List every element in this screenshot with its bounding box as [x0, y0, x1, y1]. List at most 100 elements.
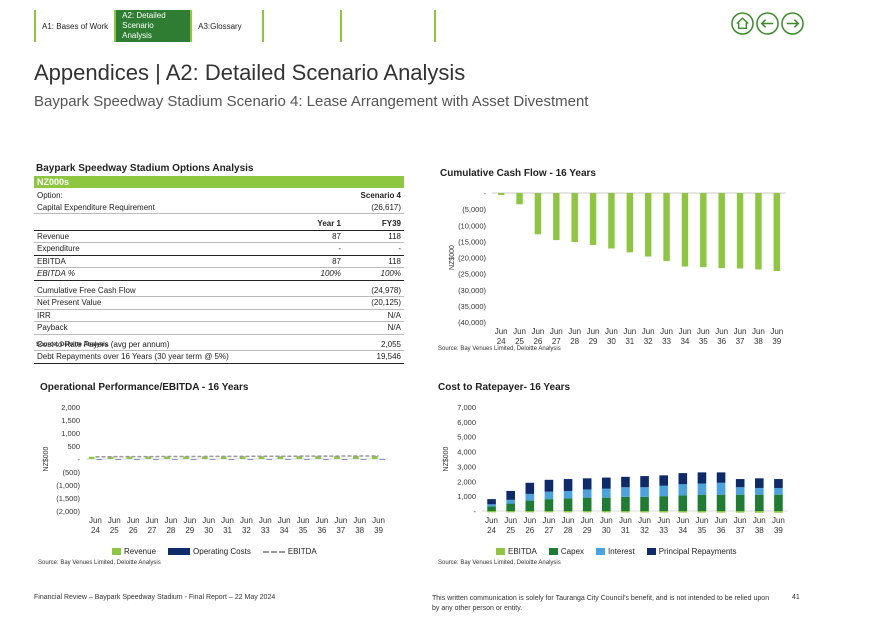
bar [626, 193, 634, 253]
y-tick-label: (2,000) [56, 507, 80, 516]
page-subtitle: Baypark Speedway Stadium Scenario 4: Lea… [34, 93, 589, 110]
tab-empty-1[interactable] [264, 10, 343, 42]
tab-detailed-scenario-analysis[interactable]: A2: Detailed Scenario Analysis [116, 10, 191, 42]
x-tick-label: 29 [185, 526, 194, 535]
y-tick-label: - [78, 455, 81, 464]
bar [700, 193, 707, 268]
x-tick-label: Jun [550, 327, 563, 336]
x-tick-label: Jun [734, 516, 747, 525]
legend-ebitda: EBITDA [496, 547, 537, 556]
x-tick-label: 32 [640, 526, 649, 535]
operating-cost-bar [171, 459, 178, 460]
stack-segment-3 [659, 475, 668, 486]
x-tick-label: 34 [680, 337, 689, 346]
y-axis-label: NZ$000 [443, 446, 450, 471]
stack-segment-2 [621, 487, 630, 497]
x-tick-label: 37 [736, 337, 745, 346]
stack-segment-1 [640, 496, 649, 511]
stack-segment-3 [487, 499, 496, 505]
tab-glossary[interactable]: A3:Glossary [190, 10, 265, 42]
table-source: Source: Deloitte Analysis [36, 342, 109, 348]
stack-segment-1 [582, 497, 592, 511]
stack-segment-0 [678, 511, 688, 513]
npv-label: Net Present Value [37, 298, 102, 308]
x-tick-label: 39 [772, 337, 781, 346]
y-tick-label: - [484, 189, 487, 198]
x-tick-label: Jun [619, 516, 632, 525]
chart3-source: Source: Bay Venues Limited, Deloitte Ana… [438, 560, 561, 566]
x-tick-label: Jun [513, 327, 526, 336]
bar [644, 193, 652, 257]
stack-segment-3 [602, 477, 611, 489]
revenue-y1: 87 [332, 231, 341, 241]
ebitda-fy39: 118 [388, 256, 401, 266]
x-tick-label: Jun [623, 327, 636, 336]
stack-segment-1 [678, 495, 688, 511]
revenue-bar [183, 456, 189, 459]
x-tick-label: Jun [697, 327, 710, 336]
x-tick-label: Jun [678, 327, 691, 336]
arrow-right-icon[interactable] [781, 12, 804, 35]
stack-segment-1 [774, 494, 783, 511]
x-tick-label: 26 [533, 337, 542, 346]
stack-segment-0 [487, 511, 496, 513]
legend-ebitda: EBITDA [262, 547, 317, 556]
x-tick-label: 30 [602, 526, 611, 535]
stack-segment-1 [735, 494, 745, 511]
stack-segment-2 [544, 491, 554, 500]
x-tick-label: 34 [678, 526, 687, 535]
revenue-bar [126, 456, 133, 459]
stack-segment-3 [621, 476, 630, 488]
operational-performance-chart: 2,000 1,500 1,000 500 - (500) (1,000) (1,500) (2… [43, 403, 388, 535]
ratepayer-value: 2,055 [380, 339, 401, 349]
revenue-bar [371, 455, 378, 459]
revenue-bar [334, 456, 340, 459]
tab-empty-2[interactable] [342, 10, 437, 42]
ebitda-pct-y1: 100% [320, 269, 341, 279]
ebitda-y1: 87 [332, 256, 341, 266]
x-tick-label: Jun [240, 516, 253, 525]
stack-segment-2 [697, 483, 707, 495]
bar [718, 193, 725, 269]
stack-segment-1 [755, 494, 764, 511]
operating-cost-bar [190, 459, 197, 460]
expenditure-fy39: - [398, 244, 401, 254]
footer-left: Financial Review – Baypark Speedway Stad… [34, 594, 276, 601]
chart2-legend: Revenue Operating Costs EBITDA [112, 547, 317, 556]
chart2-source: Source: Bay Venues Limited, Deloitte Ana… [38, 560, 161, 566]
x-tick-label: 25 [515, 337, 524, 346]
table-unit-header: NZ000s [34, 176, 404, 188]
capex-label: Capital Expenditure Requirement [37, 202, 155, 212]
stack-segment-3 [640, 476, 649, 488]
stack-segment-2 [487, 504, 496, 507]
x-tick-label: Jun [753, 516, 766, 525]
x-tick-label: Jun [334, 516, 347, 525]
arrow-left-icon[interactable] [756, 12, 779, 35]
revenue-bar [220, 456, 227, 459]
col-year1-header: Year 1 [317, 219, 341, 229]
y-tick-label: (1,500) [56, 494, 80, 503]
x-tick-label: 34 [280, 526, 289, 535]
tab-bases-of-work[interactable]: A1: Bases of Work [34, 10, 117, 42]
stack-segment-1 [487, 506, 496, 511]
x-tick-label: 31 [223, 526, 232, 535]
payback-value: N/A [387, 323, 401, 333]
x-tick-label: Jun [568, 327, 581, 336]
bar [553, 193, 560, 241]
x-tick-label: 36 [717, 337, 726, 346]
x-tick-label: 29 [589, 337, 598, 346]
home-icon[interactable] [731, 12, 754, 35]
legend-operating-costs: Operating Costs [168, 547, 251, 556]
stack-segment-1 [697, 494, 707, 511]
operating-cost-bar [322, 459, 329, 460]
y-tick-label: 1,500 [61, 416, 80, 425]
x-tick-label: Jun [146, 516, 159, 525]
cfcf-value: (24,978) [371, 285, 401, 295]
stack-segment-3 [716, 472, 726, 483]
x-tick-label: Jun [587, 327, 600, 336]
y-tick-label: 7,000 [457, 403, 476, 412]
stack-segment-1 [525, 500, 535, 511]
x-tick-label: 35 [699, 337, 708, 346]
x-tick-label: 31 [625, 337, 634, 346]
cumulative-cash-flow-chart: - (5,000) (10,000) (15,000) (20,000) (25,000)… [449, 189, 786, 346]
